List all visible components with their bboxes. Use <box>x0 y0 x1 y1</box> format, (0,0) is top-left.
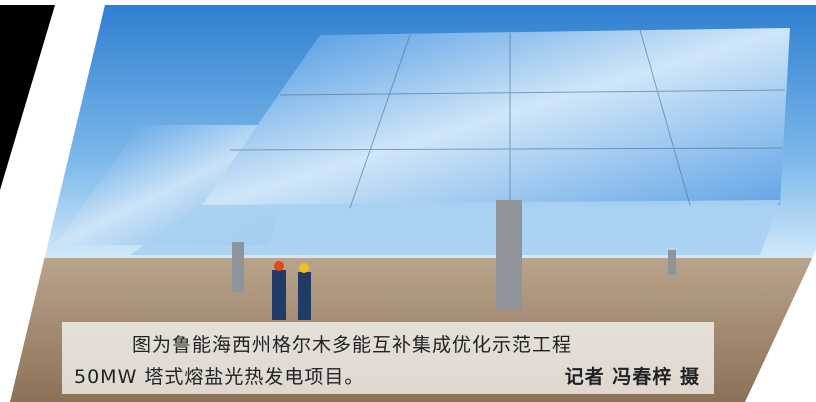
black-corner <box>0 5 55 190</box>
caption-line: 图为鲁能海西州格尔木多能互补集成优化示范工程 <box>132 334 573 356</box>
photo-credit: 记者 冯春梓 摄 <box>564 366 700 388</box>
caption-line: 50MW 塔式熔盐光热发电项目。 <box>74 366 365 388</box>
caption-box: 图为鲁能海西州格尔木多能互补集成优化示范工程 50MW 塔式熔盐光热发电项目。 … <box>62 322 714 394</box>
